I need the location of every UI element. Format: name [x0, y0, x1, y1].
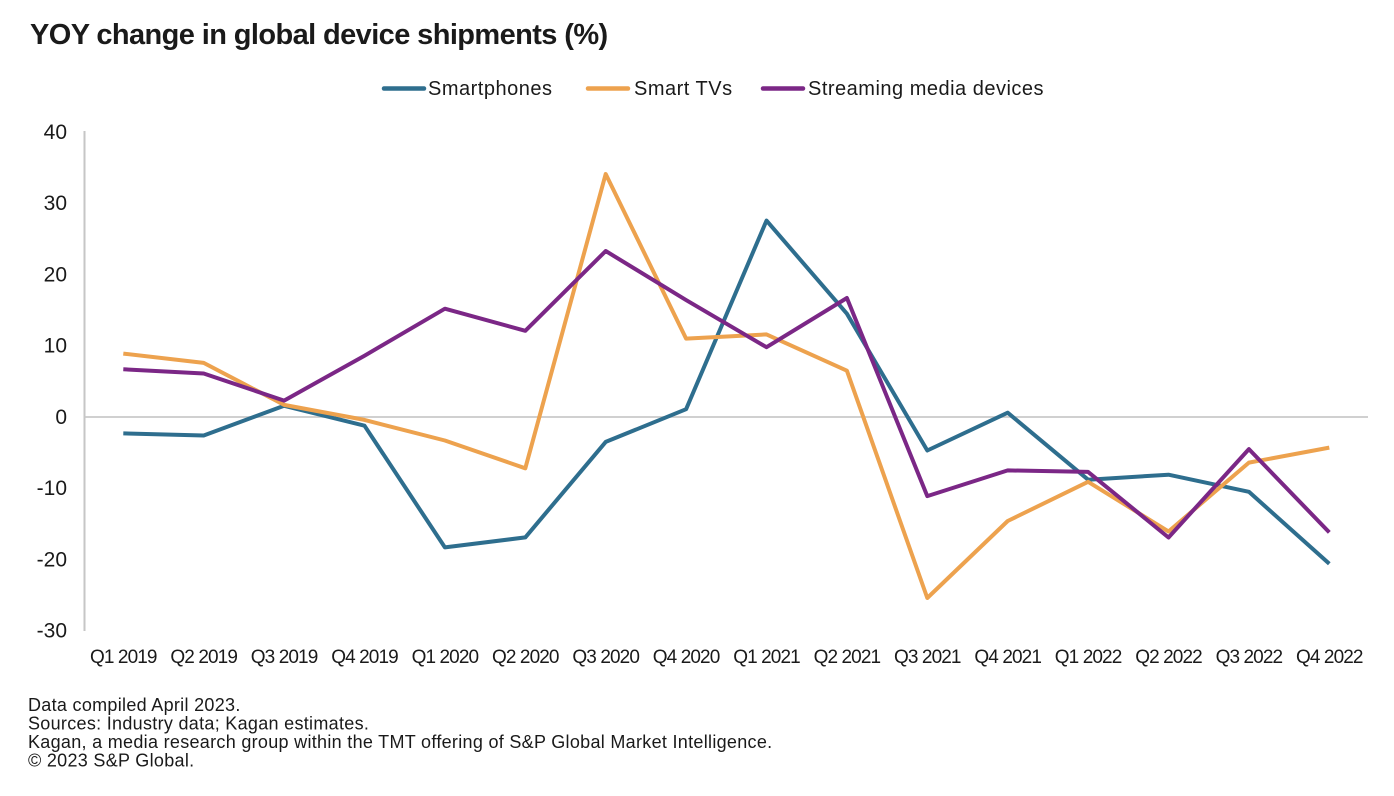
- svg-text:Q4 2021: Q4 2021: [974, 647, 1041, 668]
- svg-text:Q4 2022: Q4 2022: [1296, 647, 1363, 668]
- svg-text:Q2 2022: Q2 2022: [1135, 647, 1202, 668]
- svg-text:Q3 2019: Q3 2019: [251, 647, 318, 668]
- svg-text:-10: -10: [37, 477, 67, 500]
- svg-text:Q1 2020: Q1 2020: [412, 647, 479, 668]
- svg-text:Q3 2020: Q3 2020: [572, 647, 639, 668]
- svg-text:Smartphones: Smartphones: [428, 78, 552, 100]
- svg-text:Q3 2022: Q3 2022: [1216, 647, 1283, 668]
- svg-text:Kagan, a media research group: Kagan, a media research group within the…: [28, 732, 772, 752]
- svg-text:-30: -30: [37, 620, 67, 643]
- svg-text:Data compiled April 2023.: Data compiled April 2023.: [28, 695, 241, 715]
- svg-text:Q3 2021: Q3 2021: [894, 647, 961, 668]
- svg-text:Streaming media devices: Streaming media devices: [808, 78, 1044, 100]
- svg-text:30: 30: [44, 192, 67, 215]
- svg-text:Sources: Industry data; Kagan: Sources: Industry data; Kagan estimates.: [28, 713, 369, 733]
- svg-text:© 2023 S&P Global.: © 2023 S&P Global.: [28, 751, 194, 771]
- svg-text:-20: -20: [37, 548, 67, 571]
- svg-text:YOY change in global device sh: YOY change in global device shipments (%…: [30, 19, 608, 51]
- svg-text:Smart TVs: Smart TVs: [634, 78, 733, 100]
- svg-text:Q4 2019: Q4 2019: [331, 647, 398, 668]
- svg-text:Q1 2022: Q1 2022: [1055, 647, 1122, 668]
- svg-text:Q4 2020: Q4 2020: [653, 647, 720, 668]
- svg-text:Q1 2021: Q1 2021: [733, 647, 800, 668]
- svg-text:Q2 2020: Q2 2020: [492, 647, 559, 668]
- svg-text:0: 0: [55, 406, 67, 429]
- svg-text:20: 20: [44, 263, 67, 286]
- svg-text:Q1 2019: Q1 2019: [90, 647, 157, 668]
- svg-text:Q2 2019: Q2 2019: [170, 647, 237, 668]
- svg-text:40: 40: [44, 121, 67, 144]
- svg-text:Q2 2021: Q2 2021: [814, 647, 881, 668]
- svg-text:10: 10: [44, 335, 67, 358]
